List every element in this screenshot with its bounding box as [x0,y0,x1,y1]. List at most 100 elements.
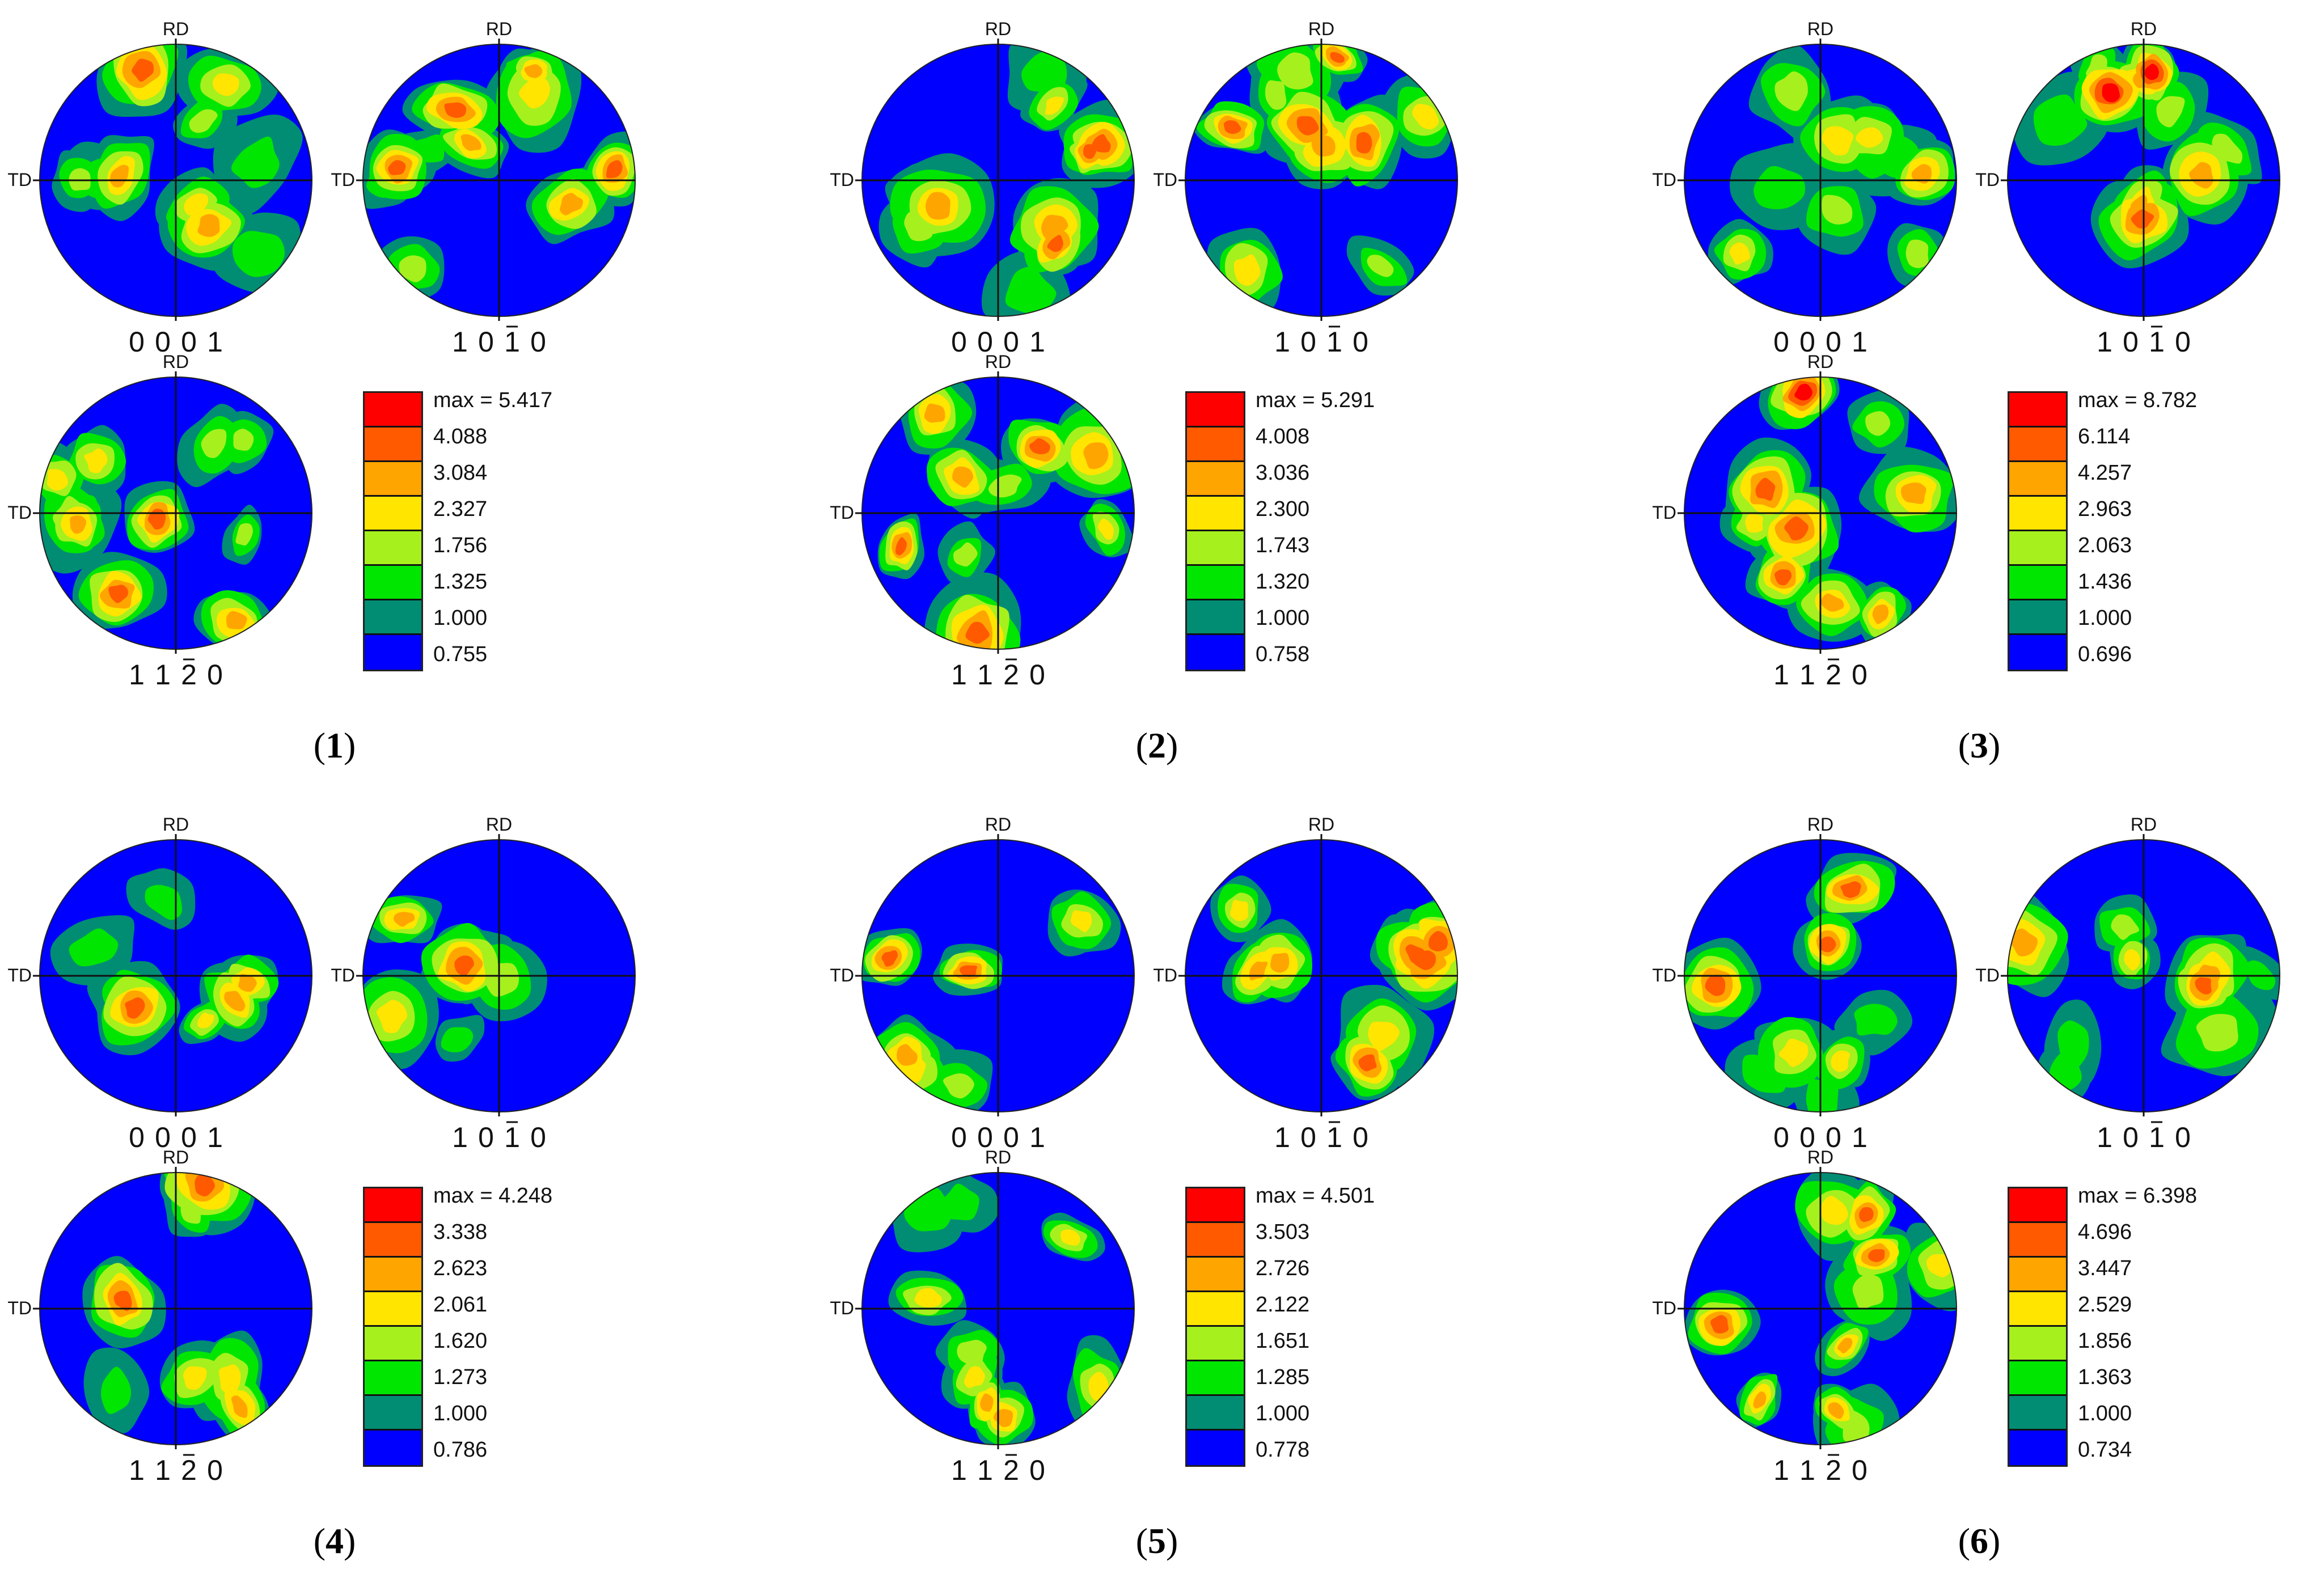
pole-index-digit: 1 [207,1122,223,1153]
pole-index-digit: 1 [452,1122,468,1153]
intensity-contour [1753,166,1805,209]
intensity-contour [1854,1004,1898,1036]
intensity-contour [1911,164,1932,184]
td-label: TD [1975,965,2000,985]
legend-swatch [365,1431,421,1465]
legend-swatch [365,1396,421,1431]
intensity-contour [1806,1079,1839,1112]
pole-index-digit: 0 [951,1122,967,1153]
pole-index-digit: 0 [1300,326,1316,358]
intensity-contour [897,1044,918,1066]
pole-index-digit: 2 [181,1454,197,1486]
td-label: TD [830,170,854,190]
pole-index-digit: 1 [2149,1122,2165,1153]
pole-index-digit: 0 [155,326,171,358]
legend-swatch [365,462,421,497]
legend-swatch [2009,497,2066,531]
intensity-contour [1021,50,1067,95]
legend-swatch [2009,1361,2066,1396]
intensity-contour [485,963,519,997]
intensity-contour [1821,593,1844,612]
panel-number: 4 [326,1521,344,1561]
pole-index-digit: 0 [2175,326,2191,358]
legend-swatch [2009,1258,2066,1292]
td-label: TD [830,965,854,985]
intensity-contour [1926,1254,1952,1277]
intensity-contour [1412,104,1439,130]
rd-label: RD [985,1147,1011,1167]
pole-index-digit: 0 [129,326,145,358]
legend-level-value: 2.726 [1256,1256,1310,1280]
pole-index-digit: 0 [1353,1122,1368,1153]
intensity-contour [2189,162,2213,189]
pole-index-digit: 0 [2175,1122,2191,1153]
legend-swatch [2009,566,2066,600]
intensity-contour [2009,928,2038,957]
legend-level-value: 3.503 [1256,1220,1310,1244]
legend-swatch [1187,1223,1244,1258]
intensity-contour [1794,383,1812,401]
intensity-contour [1852,1274,1884,1310]
legend-swatch [1187,1327,1244,1361]
td-label: TD [830,502,854,523]
legend-swatch [2009,635,2066,670]
intensity-contour [1755,477,1776,501]
legend-swatch [365,635,421,670]
td-label: TD [1975,170,2000,190]
legend-level-value: 1.756 [433,534,488,557]
legend-level-value: 0.696 [2078,642,2132,666]
legend-swatch [1187,1188,1244,1223]
pole-figure-panel: RD TD 0 0 0 1 RD TD 1 0 1 0 RD TD 1 1 2 0 max = 6.398 4.696… [1645,796,2324,1591]
intensity-contour [881,950,898,967]
legend-max-value: max = 4.501 [1256,1184,1375,1208]
pole-index-digit: 0 [1300,1122,1316,1153]
rd-label: RD [985,814,1011,835]
intensity-contour [460,134,481,151]
pole-index-digit: 0 [951,326,967,358]
legend-swatch [365,1292,421,1327]
pole-index-digit: 1 [1029,326,1045,358]
intensity-contour [1710,1315,1729,1334]
pole-index-digit: 1 [155,1454,171,1486]
pole-index-digit: 0 [530,326,546,358]
pole-index-digit: 0 [977,1122,993,1153]
intensity-contour [388,160,406,175]
intensity-contour [1784,516,1809,540]
intensity-contour [1358,1054,1377,1072]
legend-swatch [2009,393,2066,428]
panel-number: 6 [1970,1521,1988,1561]
intensity-contour [2131,209,2154,229]
intensity-contour [1831,1050,1850,1072]
pole-index-digit: 0 [155,1122,171,1153]
intensity-contour [1265,80,1287,110]
pole-index-digit: 1 [1852,326,1867,358]
intensity-contour [69,928,119,967]
intensity-contour [1819,936,1836,953]
pole-index-digit: 0 [1003,1122,1019,1153]
pole-index-digit: 1 [1799,659,1815,691]
pole-index-digit: 1 [129,659,145,691]
legend-swatch [365,1361,421,1396]
td-label: TD [1652,1298,1676,1318]
legend-swatch [365,1188,421,1223]
legend-swatch [2009,1431,2066,1465]
legend-swatch [365,497,421,531]
pole-index-digit: 1 [2097,326,2112,358]
intensity-contour [1428,930,1448,951]
intensity-contour [2033,94,2088,146]
legend-level-value: 1.651 [1256,1329,1310,1353]
intensity-contour [1083,442,1109,469]
legend-swatch [2009,531,2066,566]
legend-color-scale [363,1187,423,1467]
pole-index-digit: 1 [1326,1122,1342,1153]
intensity-contour [197,1012,214,1029]
panel-caption: (5) [1135,1521,1178,1561]
legend-level-value: 0.786 [433,1438,488,1462]
intensity-contour [1742,1055,1786,1093]
legend-level-value: 2.327 [433,497,488,521]
legend-swatch [2009,1396,2066,1431]
legend-color-scale [2008,1187,2068,1467]
